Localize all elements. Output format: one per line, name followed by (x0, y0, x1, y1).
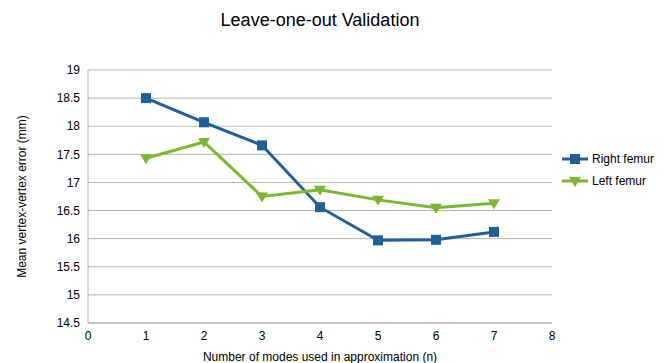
svg-text:Mean vertex-vertex error (mm): Mean vertex-vertex error (mm) (15, 115, 29, 278)
svg-text:16.5: 16.5 (57, 204, 81, 218)
svg-text:3: 3 (259, 329, 266, 343)
svg-text:6: 6 (433, 329, 440, 343)
svg-text:Number of modes used in approx: Number of modes used in approximation (n… (203, 350, 437, 363)
html-text:Right femur: Right femur (592, 152, 654, 166)
svg-text:19: 19 (67, 63, 81, 77)
svg-text:18.5: 18.5 (57, 91, 81, 105)
svg-text:15.5: 15.5 (57, 260, 81, 274)
html-text:Leave-one-out Validation: Leave-one-out Validation (220, 10, 420, 30)
svg-text:1: 1 (143, 329, 150, 343)
svg-text:18: 18 (67, 119, 81, 133)
svg-text:17.5: 17.5 (57, 148, 81, 162)
svg-text:4: 4 (317, 329, 324, 343)
svg-text:16: 16 (67, 232, 81, 246)
svg-text:17: 17 (67, 176, 81, 190)
svg-text:15: 15 (67, 288, 81, 302)
svg-text:8: 8 (549, 329, 556, 343)
svg-text:14.5: 14.5 (57, 316, 81, 330)
svg-text:7: 7 (491, 329, 498, 343)
svg-text:0: 0 (85, 329, 92, 343)
svg-text:2: 2 (201, 329, 208, 343)
html-text:Left femur: Left femur (592, 174, 646, 188)
svg-text:5: 5 (375, 329, 382, 343)
